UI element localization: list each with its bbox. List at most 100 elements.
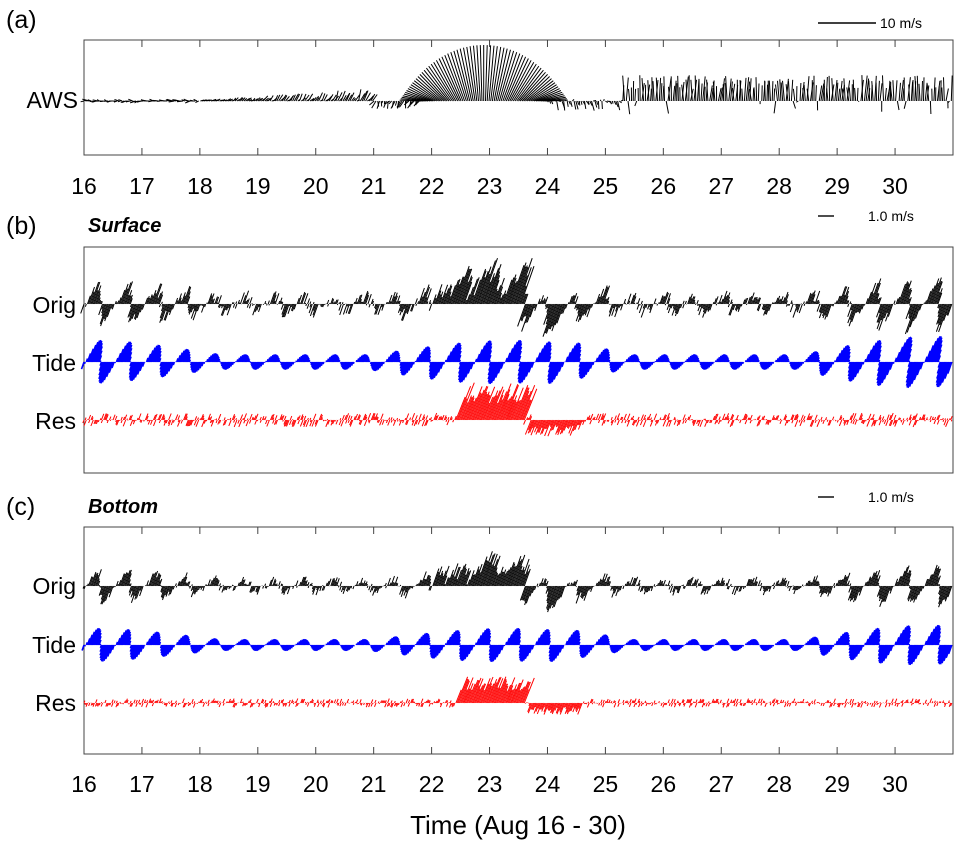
vector-stick [523,585,530,601]
vector-stick [736,361,741,369]
vector-stick [399,585,404,595]
vector-stick [567,582,570,587]
vector-stick [330,700,333,704]
vector-stick [518,361,522,367]
vector-stick [667,359,670,363]
vector-stick [282,644,287,651]
vector-stick [158,414,163,421]
vector-stick [536,419,541,429]
vector-stick [790,79,794,102]
vector-stick [907,585,913,600]
vector-stick [886,303,891,313]
vector-stick [905,348,912,363]
vector-stick [813,351,819,363]
vector-stick [556,100,559,111]
vector-stick [272,578,276,587]
vector-stick [867,413,872,421]
vector-stick [245,640,249,646]
vector-stick [97,702,100,707]
vector-stick [901,625,910,646]
vector-stick [643,414,647,421]
vector-stick [390,575,395,587]
vector-stick [849,415,853,421]
vector-stick [168,585,173,596]
vector-stick [581,585,588,599]
vector-stick [579,303,587,321]
vector-stick [157,414,161,421]
vector-stick [459,644,466,660]
vector-stick [213,700,216,704]
vector-stick [269,702,273,707]
vector-stick [839,415,842,421]
vector-stick [162,415,165,421]
vector-stick [792,303,799,318]
vector-stick [906,417,908,421]
vector-stick [806,356,810,363]
vector-stick [554,644,561,659]
vector-stick [403,100,410,106]
vector-stick [731,585,736,595]
vector-stick [638,700,641,704]
vector-stick [387,698,390,704]
vector-stick [438,291,444,305]
vector-stick [542,298,546,305]
vector-stick [406,303,411,313]
vector-stick [356,295,361,305]
vector-stick [842,417,845,421]
vector-stick [708,644,712,650]
vector-stick [766,419,770,424]
vector-stick [191,361,198,373]
vector-stick [929,100,932,115]
vector-stick [184,582,187,587]
vector-stick [748,295,753,305]
row-label-orig: Orig [33,573,76,599]
vector-stick [720,298,724,305]
vector-stick [425,288,432,305]
vector-stick [761,361,765,369]
vector-stick [881,644,889,664]
vector-stick [900,566,908,587]
vector-stick [731,87,735,102]
vector-stick [663,354,668,363]
vector-stick [501,690,508,704]
vector-stick [401,644,407,655]
vector-stick [929,278,940,305]
vector-stick [370,644,374,649]
vector-stick [788,303,791,306]
vector-stick [719,87,723,102]
vector-stick [907,361,918,389]
vector-stick [277,359,281,363]
vector-stick [522,399,532,421]
vector-stick [875,635,881,646]
vector-stick [289,415,293,421]
vector-stick [547,419,555,437]
vector-stick [784,702,787,708]
vector-stick [164,303,172,321]
vector-stick [812,579,816,587]
vector-stick [628,300,631,305]
vector-stick [388,294,393,305]
vector-stick [507,634,513,646]
vector-stick [858,585,864,596]
vector-stick [333,639,337,646]
vector-stick [793,585,798,595]
vector-stick [559,644,564,653]
vector-stick [283,361,288,370]
vector-stick [905,361,916,386]
vector-stick [689,354,694,363]
vector-stick [191,644,195,652]
vector-stick [144,413,149,421]
vector-stick [399,701,402,704]
vector-stick [876,575,881,587]
vector-stick [299,302,301,305]
vector-stick [200,698,204,704]
vector-stick [538,631,545,646]
vector-stick [611,585,617,598]
vector-stick [583,361,590,378]
vector-stick [854,87,857,102]
vector-stick [99,644,105,656]
vector-stick [936,303,945,325]
vector-stick [858,585,862,592]
vector-stick [836,419,839,423]
vector-stick [214,354,219,363]
